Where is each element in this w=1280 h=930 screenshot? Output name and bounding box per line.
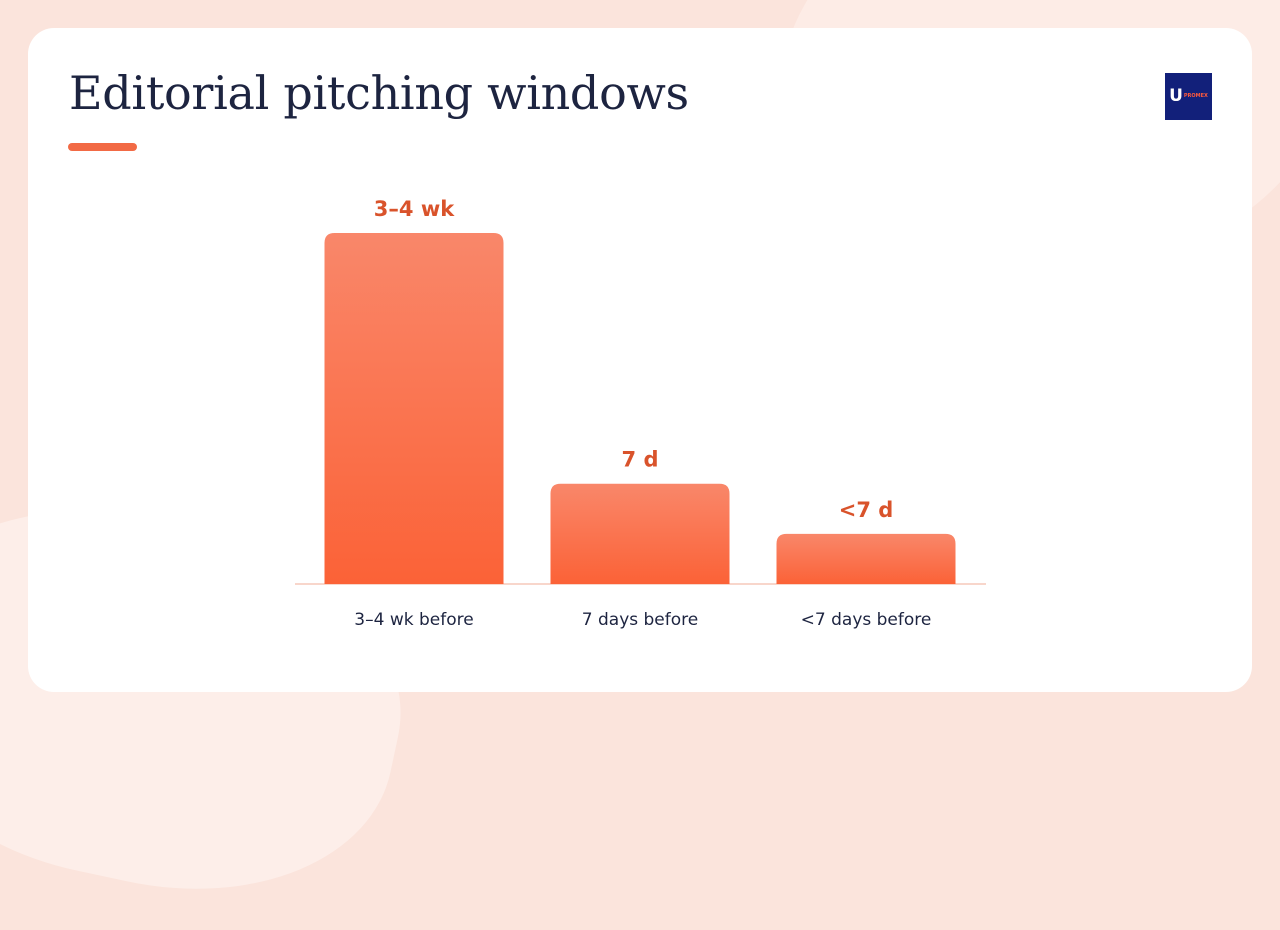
brand-logo: U PROMEX bbox=[1165, 73, 1212, 120]
bar-value-label: 7 d bbox=[622, 448, 659, 472]
bar-chart: 3–4 wk 3–4 wk before 7 d 7 days before <7 d <… bbox=[295, 197, 986, 630]
category-label: 7 days before bbox=[582, 610, 698, 630]
bar bbox=[324, 233, 504, 584]
title-accent-bar bbox=[68, 143, 137, 151]
bar bbox=[776, 533, 956, 584]
bar-series: 3–4 wk 3–4 wk before 7 d 7 days before <7 d <… bbox=[324, 197, 956, 630]
logo-wordmark: PROMEX bbox=[1183, 93, 1208, 99]
category-label: 3–4 wk before bbox=[354, 610, 473, 630]
bar-value-label: <7 d bbox=[839, 498, 894, 522]
logo-mark: U bbox=[1169, 86, 1183, 106]
category-label: <7 days before bbox=[801, 610, 932, 630]
bar bbox=[550, 483, 730, 584]
bar-value-label: 3–4 wk bbox=[374, 197, 455, 221]
slide-title: Editorial pitching windows bbox=[69, 66, 689, 120]
